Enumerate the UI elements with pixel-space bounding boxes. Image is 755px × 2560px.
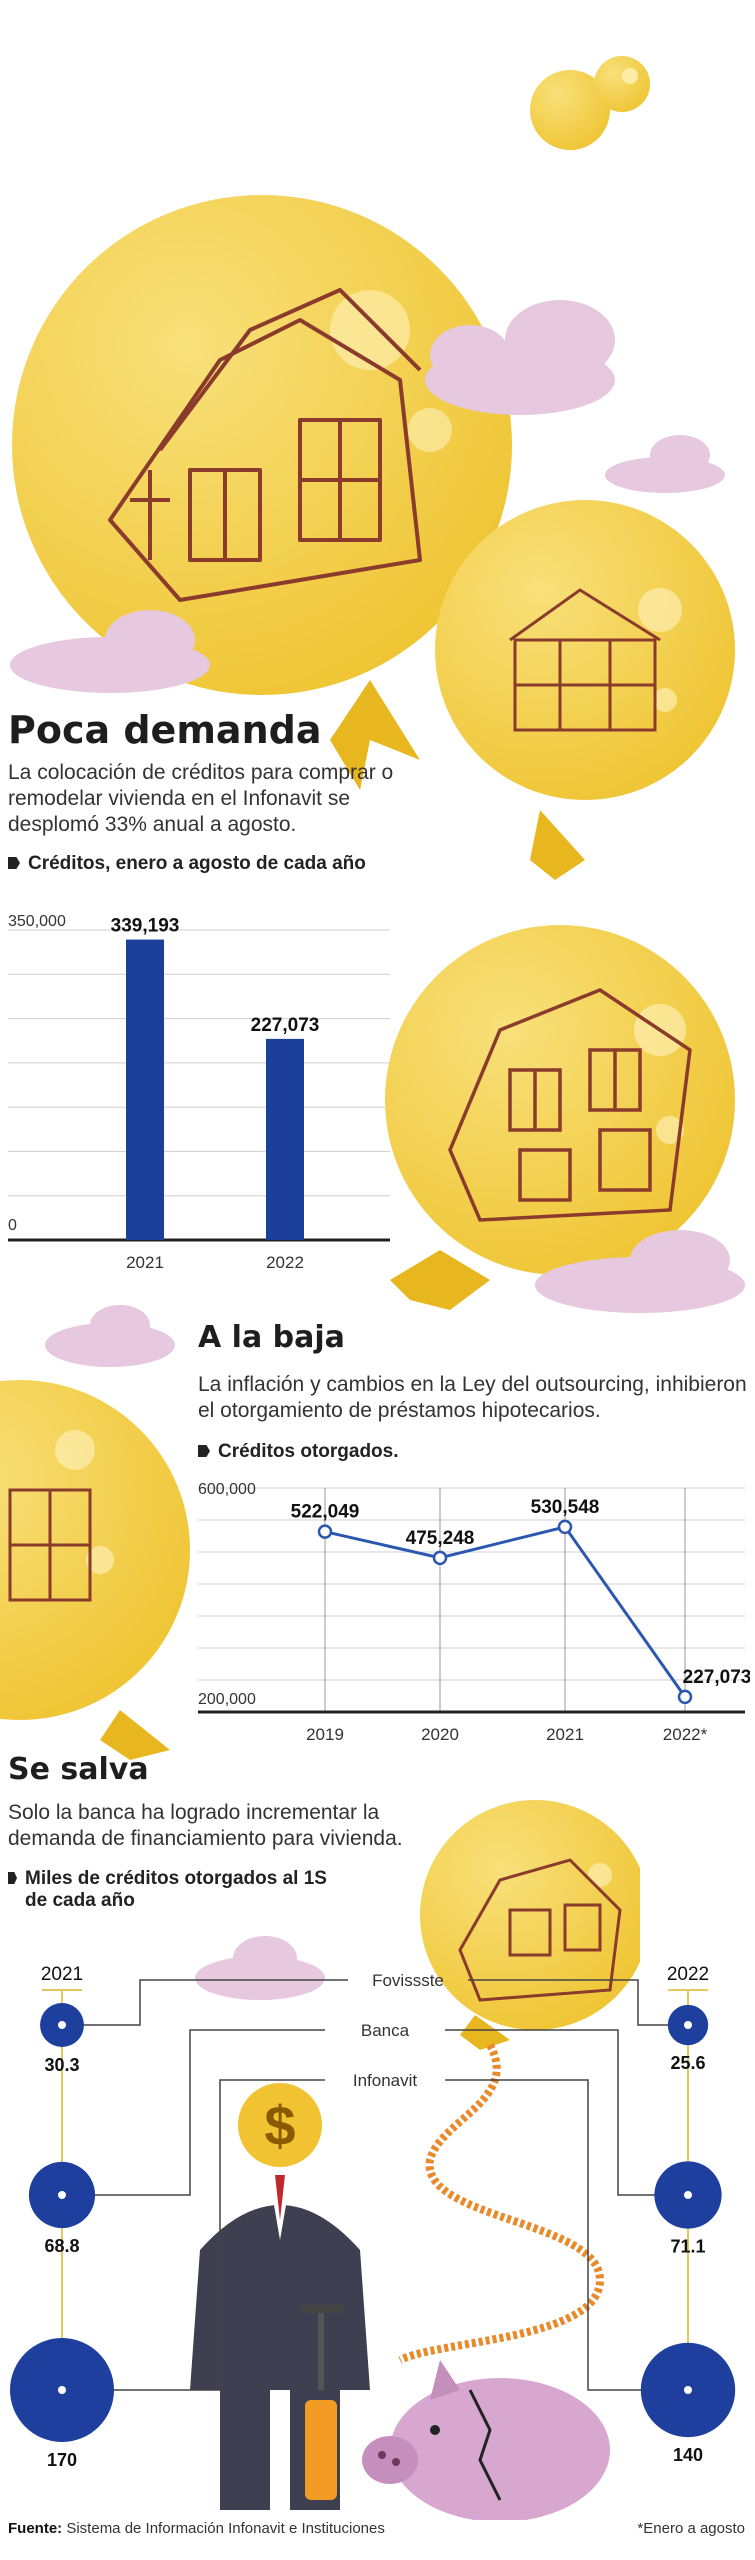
x-tick-label: 2019 [306, 1725, 344, 1744]
connector-line [445, 2079, 688, 2391]
bubble-value-label: 140 [673, 2445, 703, 2465]
line-chart: 600,000 200,000 522,049 2019 475,248 2020 530,… [198, 1481, 750, 1744]
source-label: Fuente: [8, 2520, 63, 2537]
bubble-value-label: 68.8 [44, 2236, 79, 2256]
illustration-balloon-left [0, 1305, 190, 1760]
bubble-center-dot [684, 2386, 692, 2394]
point-value-label: 475,248 [406, 1528, 475, 1549]
bullet-tag-icon [8, 1872, 17, 1884]
bubble-center-dot [58, 2191, 66, 2199]
bubble-value-label: 30.3 [44, 2055, 79, 2075]
x-tick-label: 2022* [663, 1725, 708, 1744]
connector-line [62, 2029, 325, 2196]
point-value-label: 227,073 [683, 1667, 750, 1688]
y-tick-label: 600,000 [198, 1481, 256, 1498]
connector-line [62, 2079, 325, 2391]
bar [126, 939, 164, 1240]
series-label: Banca [361, 2021, 410, 2040]
y-tick-label: 200,000 [198, 1691, 256, 1708]
footnote: *Enero a agosto [637, 2520, 745, 2537]
bullet-tag-icon [198, 1445, 210, 1457]
data-point [432, 1550, 448, 1566]
source-text: Sistema de Información Infonavit e Insti… [66, 2520, 385, 2537]
bar-value-label: 227,073 [251, 1015, 320, 1036]
section2-lead: La inflación y cambios en la Ley del out… [198, 1373, 747, 1422]
data-point [317, 1524, 333, 1539]
connector-line [445, 2029, 688, 2196]
illustration-balloon-mid [385, 925, 745, 1313]
bubble-center-dot [684, 2191, 692, 2199]
section3-subtitle-text: Miles de créditos otorgados al 1S de cad… [25, 1868, 327, 1911]
x-tick-label: 2021 [546, 1725, 584, 1744]
connector-line [62, 1979, 348, 2026]
section3-lead: Solo la banca ha logrado incrementar la … [8, 1801, 403, 1850]
section2-title: A la baja [198, 1320, 345, 1355]
section1-subtitle-text: Créditos, enero a agosto de cada año [28, 853, 366, 874]
x-tick-label: 2021 [126, 1253, 164, 1272]
series-line [324, 1525, 687, 1698]
point-value-label: 530,548 [531, 1497, 600, 1518]
section1-title: Poca demanda [8, 708, 322, 752]
bar [266, 1038, 304, 1240]
series-label: Fovissste [372, 1971, 444, 1990]
series-label: Infonavit [353, 2071, 418, 2090]
section1-subtitle: Créditos, enero a agosto de cada año [8, 853, 366, 875]
bar-value-label: 339,193 [111, 916, 180, 937]
year-label-right: 2022 [667, 1964, 709, 1985]
bar-chart: 350,000 0 339,193 2021 227,073 2022 [8, 913, 390, 1272]
section3-subtitle: Miles de créditos otorgados al 1S de cad… [8, 1868, 338, 1912]
bubble-value-label: 71.1 [670, 2237, 705, 2257]
section2-subtitle: Créditos otorgados. [198, 1441, 399, 1463]
year-label-left: 2021 [41, 1964, 83, 1985]
bubble-value-label: 170 [47, 2450, 77, 2470]
bubble-center-dot [58, 2386, 66, 2394]
section2-subtitle-text: Créditos otorgados. [218, 1441, 399, 1462]
section1-lead: La colocación de créditos para comprar o… [8, 761, 394, 836]
data-point [557, 1519, 573, 1535]
bubble-chart: 2021 2022 Fovissste 30.3 25.6 Banca 68.8 71.1 In… [10, 1964, 736, 2470]
svg-text:$: $ [264, 2094, 295, 2157]
bubble-center-dot [684, 2021, 692, 2029]
source-line: Fuente: Sistema de Información Infonavit… [8, 2520, 385, 2537]
x-tick-label: 2022 [266, 1253, 304, 1272]
bullet-tag-icon [8, 857, 20, 869]
illustration-man-pig: $ [190, 1800, 640, 2520]
y-tick-label: 0 [8, 1217, 17, 1234]
connector-line [468, 1979, 688, 2026]
y-tick-label: 350,000 [8, 913, 66, 930]
bubble-value-label: 25.6 [670, 2053, 705, 2073]
bubble-center-dot [58, 2021, 66, 2029]
point-value-label: 522,049 [291, 1502, 360, 1523]
data-point [677, 1689, 693, 1705]
section3-title: Se salva [8, 1752, 149, 1787]
x-tick-label: 2020 [421, 1725, 459, 1744]
illustration-balloons-top [10, 56, 735, 880]
